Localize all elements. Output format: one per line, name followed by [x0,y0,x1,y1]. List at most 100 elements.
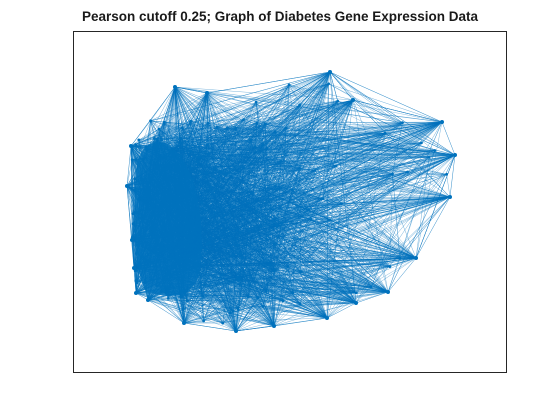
graph-edge [329,71,403,123]
graph-node [272,208,275,212]
graph-node [196,210,200,214]
graph-edge [280,99,354,189]
graph-edge [280,161,451,198]
graph-node [183,263,186,267]
graph-edge [274,131,328,319]
graph-node [327,82,330,86]
graph-node [162,120,166,124]
graph-node [143,199,146,203]
graph-edge [273,84,290,327]
graph-node [213,166,216,170]
graph-node [206,121,210,125]
graph-node [152,137,156,140]
graph-edge [197,121,443,162]
edge-layer [126,71,456,332]
graph-edge [243,167,357,304]
graph-node [196,263,200,267]
graph-edge [273,154,456,327]
graph-edge [232,121,443,312]
graph-edge [235,122,403,332]
graph-node [186,299,190,303]
graph-node [164,290,168,294]
graph-edge [329,71,357,304]
graph-node [204,248,207,252]
graph-node [162,228,166,232]
graph-node [146,298,150,302]
graph-node [178,141,182,145]
graph-node [131,222,135,226]
graph-edge [256,101,456,156]
chart-title: Pearson cutoff 0.25; Graph of Diabetes G… [81,9,479,24]
graph-node [150,158,153,162]
graph-node [207,241,211,244]
graph-node [159,201,163,205]
graph-node [249,161,253,165]
graph-edge [206,92,403,123]
graph-node [191,266,195,270]
graph-edge [217,126,275,327]
graph-node [179,137,182,140]
graph-node [388,265,392,268]
graph-node [229,311,232,315]
graph-edge [182,258,328,319]
graph-node [309,218,313,222]
graph-node [336,99,340,103]
graph-edge [243,119,451,198]
graph-node [134,143,138,146]
graph-edge [273,209,417,259]
graph-node [165,273,168,277]
graph-edge [153,92,208,145]
graph-edge [275,185,328,319]
graph-node [175,246,179,250]
graph-node [248,283,252,287]
graph-edge [265,290,275,327]
graph-node [232,205,236,209]
graph-node [221,321,225,325]
graph-edge [265,124,275,327]
graph-edge [158,155,417,259]
graph-node [174,243,178,246]
graph-node [247,229,251,233]
graph-edge [164,92,208,123]
graph-node [157,153,161,157]
graph-node [307,208,311,212]
graph-node [406,170,409,174]
graph-node [172,152,175,156]
graph-edge [234,99,354,207]
graph-edge [235,121,443,129]
graph-edge [235,296,249,332]
graph-node [220,273,224,277]
graph-node [180,295,184,298]
graph-node [197,221,201,225]
graph-node [152,143,156,146]
graph-node [246,295,250,298]
graph-node [143,281,147,285]
graph-edge [217,126,451,198]
graph-node [149,278,153,281]
graph-edge [214,167,417,259]
graph-node [191,178,195,182]
graph-edge [299,167,451,198]
graph-edge [399,196,451,259]
graph-node [129,144,133,148]
graph-node [264,289,268,293]
graph-edge [164,122,389,293]
graph-node [334,164,338,168]
graph-edge [280,71,331,162]
graph-node [182,321,186,325]
graph-edge [227,127,451,198]
graph-node [175,201,178,204]
graph-node [172,150,176,153]
graph-node [191,222,195,225]
graph-edge [214,167,328,319]
graph-node [383,131,387,135]
graph-node [155,137,159,141]
graph-node [340,202,343,206]
graph-node [236,275,239,279]
graph-edge [190,71,331,250]
graph-node [136,263,139,267]
graph-edge [206,92,331,221]
graph-node [137,197,141,201]
graph-node [176,262,180,266]
graph-node [152,162,156,166]
